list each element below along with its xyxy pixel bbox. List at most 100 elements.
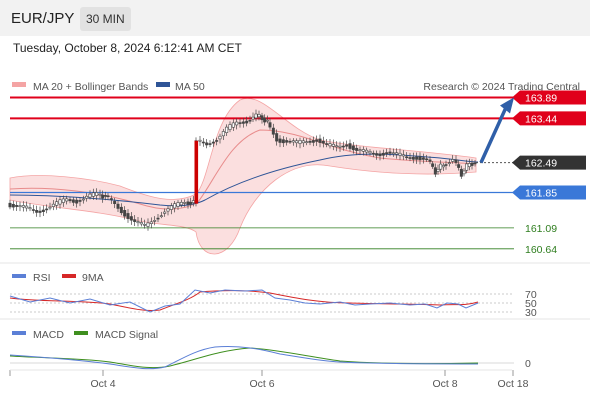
candle-body — [436, 168, 440, 172]
macd-signal-legend-swatch — [74, 331, 88, 335]
candle-body — [51, 203, 55, 207]
candle-body — [133, 219, 137, 222]
candle-body — [163, 211, 167, 214]
candle-body — [470, 162, 474, 166]
bb-legend-swatch — [12, 82, 26, 87]
candle-body — [257, 114, 261, 118]
candle-body — [146, 222, 150, 227]
candle-body — [378, 153, 382, 157]
pivot-price-tag — [512, 185, 586, 200]
candle-body — [176, 202, 180, 207]
price-plot-area: 163.89 163.44 162.49 161.85 161.09 160.64 — [8, 90, 586, 256]
candle-body — [75, 199, 79, 204]
forecast-arrow-head — [500, 97, 514, 114]
candle-body — [78, 200, 82, 202]
candle-body — [388, 151, 392, 154]
candle-body — [415, 156, 419, 160]
macd-plot-area: 0 — [9, 346, 531, 370]
candle-body — [28, 207, 32, 210]
candle-body — [318, 138, 322, 143]
candle-body — [351, 145, 355, 151]
candle-body — [385, 152, 389, 155]
candle-body — [35, 210, 39, 213]
rsi-ma-legend-swatch — [62, 274, 76, 278]
candle-body — [126, 213, 130, 219]
x-axis-tick-label: Oct 8 — [432, 378, 457, 390]
candle-body — [291, 140, 295, 143]
candle-body — [231, 122, 235, 128]
chart-datetime: Tuesday, October 8, 2024 6:12:41 AM CET — [13, 41, 242, 55]
candle-body — [55, 201, 59, 206]
candle-body — [361, 149, 365, 152]
candle-body — [103, 195, 107, 197]
candle-body — [166, 208, 170, 212]
candle-body — [465, 163, 469, 171]
candle-body — [45, 208, 49, 211]
macd-signal-line — [9, 347, 479, 369]
candle-body — [457, 164, 461, 168]
price-level-label: 163.89 — [525, 92, 557, 104]
candle-body — [235, 121, 239, 126]
candle-body — [348, 143, 352, 149]
candle-body — [98, 193, 102, 196]
forecast-arrow-shaft — [479, 106, 508, 164]
candle-body — [308, 140, 312, 143]
candle-body — [371, 152, 375, 155]
current-price-tag — [512, 155, 586, 170]
resistance-price-tag — [512, 111, 586, 126]
ma50-legend-label: MA 50 — [175, 81, 205, 93]
rsi-ma-legend-label: 9MA — [82, 272, 104, 284]
symbol-title: EUR/JPY — [11, 10, 75, 27]
rsi-level-label: 70 — [525, 289, 537, 301]
candle-body — [109, 198, 113, 200]
candle-body — [301, 140, 305, 144]
price-level-label: 161.85 — [525, 187, 557, 199]
candle-body — [454, 159, 458, 163]
candle-body — [295, 140, 299, 144]
candle-body — [15, 205, 19, 207]
candle-body — [431, 163, 435, 167]
candle-body — [106, 195, 110, 198]
candle-body — [48, 206, 52, 209]
candle-body — [447, 162, 451, 164]
candle-body — [183, 202, 187, 204]
candle-body — [119, 206, 123, 214]
price-level-label: 160.64 — [525, 244, 557, 256]
breakout-candle — [194, 140, 199, 204]
candle-body — [405, 156, 409, 159]
candle-body — [136, 221, 140, 224]
timeframe-badge[interactable]: 30 MIN — [80, 7, 131, 31]
candle-body — [241, 121, 245, 124]
candle-body — [451, 159, 455, 162]
candle-body — [61, 198, 65, 203]
candle-body — [441, 165, 445, 168]
candle-body — [218, 135, 222, 140]
candle-body — [368, 151, 372, 154]
candle-body — [439, 163, 443, 170]
candle-body — [321, 140, 325, 144]
macd-line — [9, 346, 479, 370]
candle-body — [179, 201, 183, 206]
candle-body — [85, 195, 89, 199]
candle-body — [331, 143, 335, 147]
candle-body — [433, 167, 437, 175]
candle-body — [25, 205, 29, 209]
candle-body — [395, 152, 399, 155]
candle-body — [156, 217, 160, 220]
candle-body — [325, 143, 329, 145]
candle-body — [113, 201, 117, 204]
candle-body — [265, 119, 269, 122]
candle-body — [225, 126, 229, 133]
candle-body — [381, 152, 385, 156]
price-level-label: 163.44 — [525, 113, 557, 125]
candle-body — [411, 156, 415, 160]
candle-body — [311, 140, 315, 143]
ma20-line — [9, 129, 477, 210]
candle-body — [211, 141, 215, 144]
candle-body — [375, 153, 379, 156]
macd-legend-swatch — [12, 331, 26, 335]
candle-body — [418, 156, 422, 161]
candle-body — [365, 149, 369, 153]
candles-group — [8, 109, 477, 231]
